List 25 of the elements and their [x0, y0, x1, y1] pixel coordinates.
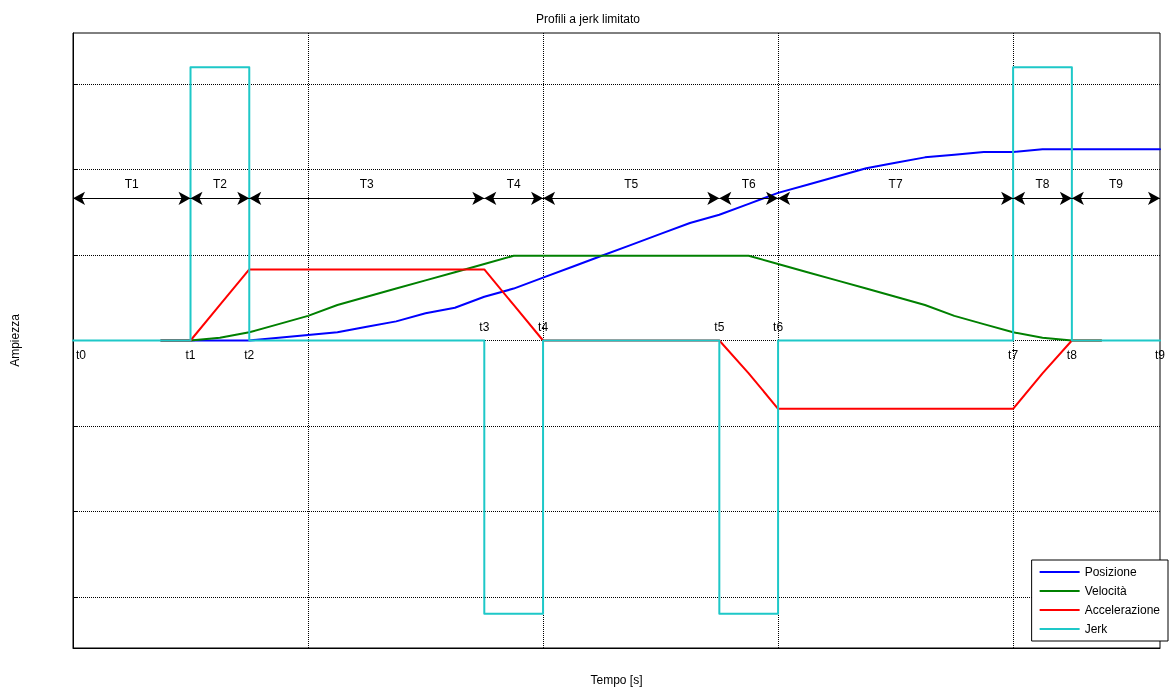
- legend-label: Jerk: [1084, 622, 1109, 636]
- chart-title: Profili a jerk limitato: [535, 12, 641, 26]
- annotation: t1: [185, 347, 196, 362]
- legend-label: Velocità: [1084, 584, 1127, 598]
- annotation: T7: [888, 177, 903, 192]
- annotation: T5: [624, 177, 639, 192]
- annotation: t4: [538, 319, 549, 334]
- annotation: T4: [506, 177, 521, 192]
- annotation: t8: [1066, 347, 1078, 362]
- annotation: T9: [1108, 177, 1124, 192]
- annotation: t3: [479, 319, 490, 334]
- legend-label: Accelerazione: [1084, 603, 1161, 617]
- annotation: T2: [212, 177, 228, 192]
- annotation: T6: [741, 177, 757, 192]
- x-axis-title: Tempo [s]: [590, 673, 643, 687]
- annotation: t2: [244, 347, 255, 362]
- annotation: T1: [124, 177, 140, 192]
- annotation: T3: [359, 177, 375, 192]
- legend-label: Posizione: [1084, 565, 1137, 579]
- y-axis-title: Ampiezza: [8, 313, 22, 367]
- annotation: t5: [714, 319, 725, 334]
- annotation: t9: [1154, 347, 1166, 362]
- annotation: t0: [76, 347, 87, 362]
- annotation: T8: [1035, 177, 1050, 192]
- annotation: t7: [1008, 347, 1019, 362]
